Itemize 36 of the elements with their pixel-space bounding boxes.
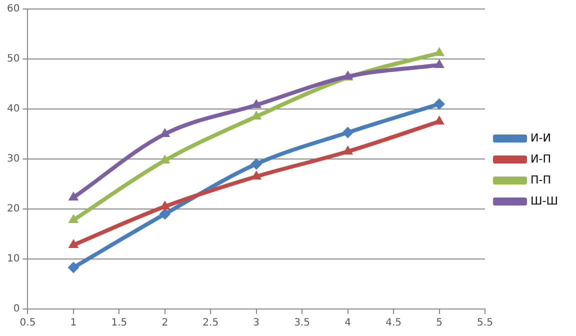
y-tick-label: 40 <box>6 104 20 115</box>
y-tick-label: 20 <box>6 204 20 215</box>
point <box>160 155 170 164</box>
point <box>160 128 170 137</box>
x-tick-label: 3.5 <box>294 318 310 329</box>
y-tick-label: 60 <box>6 4 20 15</box>
y-tick-label: 0 <box>13 304 20 315</box>
x-tick-label: 5.5 <box>477 318 493 329</box>
y-tick-label: 30 <box>6 154 20 165</box>
point <box>342 127 354 138</box>
x-tick-label: 0.5 <box>20 318 36 329</box>
legend-label: И-И <box>530 131 551 144</box>
x-tick-label: 3 <box>253 318 260 329</box>
x-tick-label: 4.5 <box>386 318 402 329</box>
legend-label: Ш-Ш <box>530 194 558 208</box>
point <box>68 214 78 223</box>
point <box>250 158 262 170</box>
legend-label: И-П <box>530 152 551 166</box>
point <box>434 48 444 56</box>
point <box>434 60 444 68</box>
point <box>68 240 78 248</box>
x-tick-label: 4 <box>344 318 352 329</box>
x-tick-label: 1 <box>70 318 77 329</box>
x-tick-label: 2 <box>162 318 168 329</box>
point <box>159 208 170 220</box>
point <box>68 262 79 273</box>
y-tick-label: 10 <box>6 254 20 265</box>
legend-label: П-П <box>530 173 552 186</box>
point <box>252 111 262 120</box>
y-tick-label: 50 <box>6 54 20 65</box>
point <box>434 98 445 110</box>
point <box>68 192 78 200</box>
x-tick-label: 1.5 <box>111 318 128 329</box>
x-tick-label: 2.5 <box>202 318 219 329</box>
x-tick-label: 5 <box>436 318 442 329</box>
point <box>160 201 170 210</box>
